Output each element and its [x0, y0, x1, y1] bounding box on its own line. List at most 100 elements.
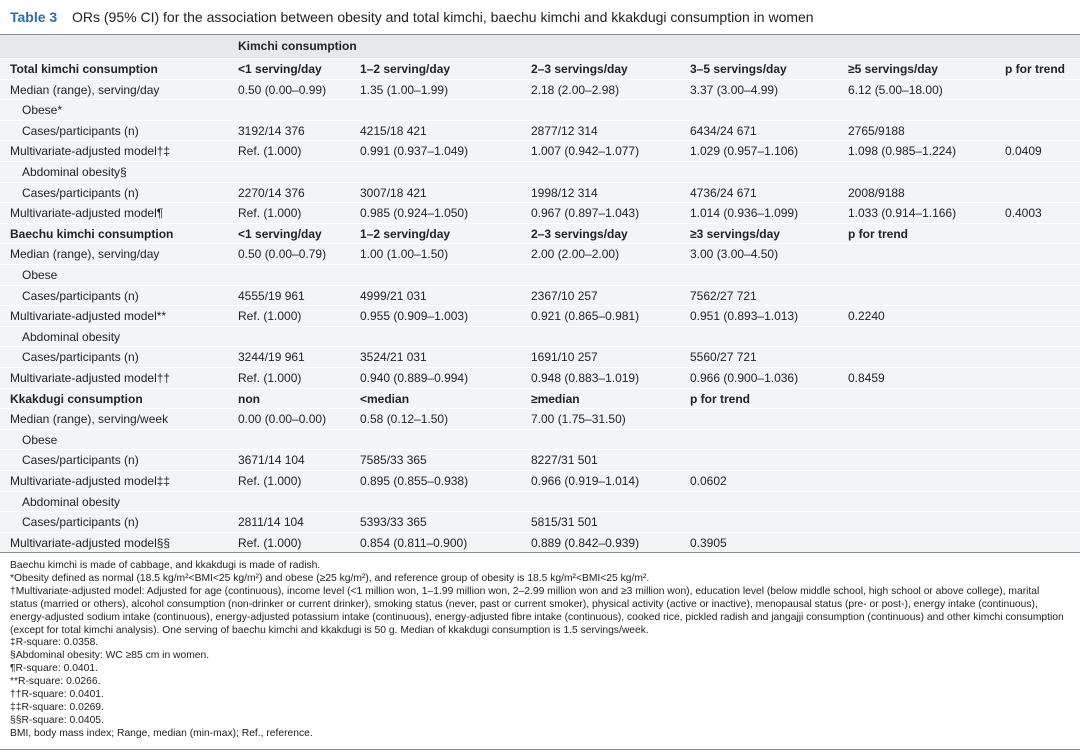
footnote: §§R-square: 0.0405. [10, 714, 104, 726]
table-cell: 3–5 servings/day [690, 62, 787, 76]
table-cell: 7.00 (1.75–31.50) [531, 412, 626, 427]
table-row: Median (range), serving/week 0.00 (0.00–0… [0, 409, 1080, 430]
table-cell: 0.951 (0.893–1.013) [690, 309, 799, 324]
row-label: Cases/participants (n) [22, 515, 139, 530]
table-cell: 0.955 (0.909–1.003) [360, 309, 469, 324]
footnote: BMI, body mass index; Range, median (min… [10, 727, 313, 739]
row-label: Median (range), serving/week [10, 412, 169, 427]
table-cell: 0.895 (0.855–0.938) [360, 474, 469, 488]
footnote: Baechu kimchi is made of cabbage, and kk… [10, 560, 321, 571]
table-cell: 0.921 (0.865–0.981) [531, 309, 640, 324]
table-cell: 0.948 (0.883–1.019) [531, 371, 640, 385]
table-row: Multivariate-adjusted model‡‡ Ref. (1.000… [0, 471, 1080, 492]
row-label: Kkakdugi consumption [10, 391, 143, 406]
table-cell: 0.966 (0.900–1.036) [690, 371, 799, 385]
table-cell: <median [360, 391, 410, 406]
table-row: Multivariate-adjusted model§§ Ref. (1.000… [0, 532, 1080, 554]
row-label: Multivariate-adjusted model** [10, 309, 167, 324]
footnote: ††R-square: 0.0401. [10, 689, 104, 701]
table-cell: 0.991 (0.937–1.049) [360, 144, 469, 159]
table-row: Cases/participants (n) 3244/19 961 3524/21… [0, 347, 1080, 368]
table-row: Cases/participants (n) 2270/14 376 3007/18… [0, 182, 1080, 204]
table-cell: Ref. (1.000) [238, 371, 302, 385]
table-cell: 2–3 servings/day [531, 226, 628, 241]
table-row: Multivariate-adjusted model¶ Ref. (1.000)… [0, 203, 1080, 224]
table-row: Obese [0, 265, 1080, 286]
row-label: Abdominal obesity [22, 494, 121, 509]
table-row: Obese [0, 429, 1080, 451]
row-label: Obese [22, 268, 58, 282]
row-label: Obese* [22, 103, 63, 118]
row-label: Abdominal obesity [22, 329, 121, 344]
table-cell: 4555/19 961 [238, 288, 305, 303]
table-cell: 3.37 (3.00–4.99) [690, 82, 779, 97]
table-cell: 0.8459 [848, 371, 885, 385]
row-label: Total kimchi consumption [10, 62, 158, 76]
table-cell: 0.0409 [1005, 144, 1042, 159]
table-cell: 2.18 (2.00–2.98) [531, 82, 620, 97]
table-cell: 7585/33 365 [360, 453, 427, 468]
table-cell: 0.4003 [1005, 206, 1042, 221]
table-cell: Ref. (1.000) [238, 144, 302, 159]
footnote: ‡R-square: 0.0358. [10, 637, 99, 649]
row-label: Cases/participants (n) [22, 453, 139, 468]
table-cell: 4215/18 421 [360, 123, 427, 138]
table-cell: 2765/9188 [848, 123, 905, 138]
table-cell: 4736/24 671 [690, 185, 757, 200]
table-cell: ≥5 servings/day [848, 62, 938, 76]
row-label: Abdominal obesity§ [22, 165, 127, 179]
table-cell: 6434/24 671 [690, 123, 757, 138]
table-cell: ≥3 servings/day [690, 226, 780, 241]
table-row: Cases/participants (n) 4555/19 961 4999/21… [0, 285, 1080, 307]
table-cell: 1–2 serving/day [360, 62, 451, 76]
table-cell: 0.967 (0.897–1.043) [531, 206, 640, 221]
table-cell: 2811/14 104 [238, 515, 304, 530]
group-header-text: Kimchi consumption [238, 39, 357, 53]
table-cell: p for trend [848, 226, 908, 241]
row-label: Baechu kimchi consumption [10, 226, 174, 241]
table-cell: 8227/31 501 [531, 453, 598, 468]
table-cell: 0.854 (0.811–0.900) [360, 535, 468, 550]
table-row: Multivariate-adjusted model** Ref. (1.000… [0, 306, 1080, 327]
table-cell: 1691/10 257 [531, 350, 598, 365]
table-cell: 3.00 (3.00–4.50) [690, 247, 779, 262]
table-row: Obese* [0, 100, 1080, 121]
table-row: Cases/participants (n) 3192/14 376 4215/18… [0, 120, 1080, 142]
footnote: †Multivariate-adjusted model: Adjusted f… [10, 585, 1064, 636]
table-cell: 4999/21 031 [360, 288, 427, 303]
table-cell: 0.50 (0.00–0.79) [238, 247, 327, 262]
row-label: Obese [22, 432, 58, 447]
table-cell: Ref. (1.000) [238, 535, 302, 550]
table-cell: 0.966 (0.919–1.014) [531, 474, 640, 488]
table-cell: 1.014 (0.936–1.099) [690, 206, 799, 221]
table-row: Abdominal obesity [0, 491, 1080, 513]
table-cell: non [238, 391, 260, 406]
table-cell: 0.3905 [690, 535, 727, 550]
table-cell: <1 serving/day [238, 226, 322, 241]
table-cell: 0.50 (0.00–0.99) [238, 82, 327, 97]
table-cell: 1.029 (0.957–1.106) [690, 144, 799, 159]
table-cell: 5393/33 365 [360, 515, 427, 530]
row-label: Cases/participants (n) [22, 350, 139, 365]
footnotes: Baechu kimchi is made of cabbage, and kk… [0, 552, 1080, 750]
row-label: Multivariate-adjusted model¶ [10, 206, 164, 221]
table-row: Abdominal obesity§ [0, 162, 1080, 183]
table-cell: <1 serving/day [238, 62, 322, 76]
table-row: Median (range), serving/day 0.50 (0.00–0.… [0, 244, 1080, 265]
table-cell: 3007/18 421 [360, 185, 427, 200]
table-cell: 1–2 serving/day [360, 226, 451, 241]
table-cell: 2877/12 314 [531, 123, 598, 138]
table-cell: 2367/10 257 [531, 288, 598, 303]
table-cell: p for trend [690, 391, 750, 406]
table-cell: 2.00 (2.00–2.00) [531, 247, 620, 262]
table-label: Table 3 [10, 9, 58, 25]
row-label: Cases/participants (n) [22, 123, 139, 138]
table-row: Cases/participants (n) 2811/14 104 5393/33… [0, 512, 1080, 533]
table-row: Multivariate-adjusted model†‡ Ref. (1.000… [0, 141, 1080, 162]
table-cell: 0.985 (0.924–1.050) [360, 206, 469, 221]
table-cell: 0.00 (0.00–0.00) [238, 412, 327, 427]
table-row: Cases/participants (n) 3671/14 104 7585/33… [0, 450, 1080, 471]
table-cell: 7562/27 721 [690, 288, 757, 303]
table-row: Median (range), serving/day 0.50 (0.00–0.… [0, 79, 1080, 101]
